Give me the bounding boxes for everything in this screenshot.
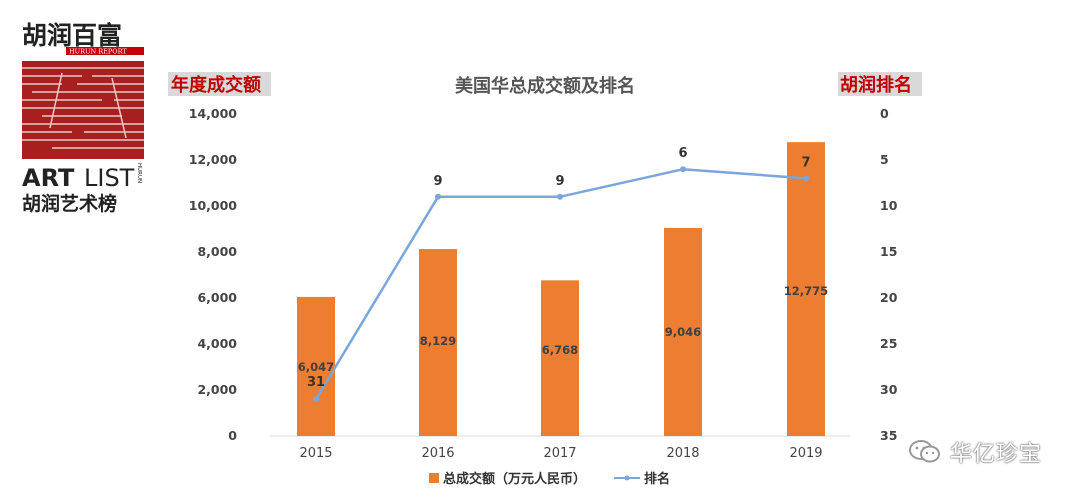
legend-bar-swatch	[429, 473, 439, 483]
chart-title: 美国华总成交额及排名	[455, 75, 635, 97]
right-tick-label: 25	[880, 336, 897, 351]
rank-point	[803, 175, 809, 182]
right-tick-label: 35	[880, 428, 897, 443]
right-tick-label: 0	[880, 106, 889, 121]
bar-value-label: 6,768	[542, 343, 578, 357]
left-axis-title-box: 年度成交额	[168, 72, 271, 96]
right-tick-label: 30	[880, 382, 898, 397]
legend-line-label: 排名	[644, 471, 670, 487]
rank-point	[435, 193, 441, 200]
x-tick-label: 2015	[299, 446, 332, 461]
watermark: 华亿珍宝	[908, 436, 1042, 468]
wechat-icon	[908, 440, 940, 463]
left-tick-label: 6,000	[197, 290, 237, 305]
left-tick-label: 14,000	[189, 106, 238, 121]
right-tick-label: 15	[880, 244, 897, 259]
legend-bar-label: 总成交额（万元人民币）	[443, 471, 586, 487]
rank-data-labels: 31 9 9 6 7	[307, 146, 811, 390]
x-tick-label: 2018	[666, 446, 699, 461]
left-tick-label: 0	[228, 428, 237, 443]
left-tick-label: 8,000	[197, 244, 237, 259]
left-tick-label: 10,000	[189, 198, 238, 213]
rank-point	[680, 166, 686, 173]
rank-line-series	[313, 166, 809, 403]
logo-cn-list: 胡润艺术榜	[22, 192, 117, 214]
bar	[787, 142, 825, 437]
logo-report-band	[66, 47, 144, 55]
rank-point	[557, 193, 563, 200]
logo-art-emblem	[22, 61, 144, 159]
legend: 总成交额（万元人民币） 排名	[429, 471, 670, 487]
bar-data-labels: 6,047 8,129 6,768 9,046 12,775	[298, 284, 828, 374]
rank-value-label: 9	[433, 174, 442, 189]
logo-cn-title: 胡润百富	[22, 21, 122, 50]
rank-value-label: 6	[678, 146, 687, 161]
bar	[297, 296, 335, 436]
bar	[664, 227, 702, 436]
rank-value-label: 9	[555, 174, 564, 189]
bar-series	[297, 142, 825, 437]
logo-list: LIST	[84, 164, 135, 192]
logo-art: ART	[22, 164, 75, 192]
bar-value-label: 9,046	[665, 325, 701, 339]
right-axis-title-box: 胡润排名	[838, 72, 922, 96]
x-tick-label: 2016	[421, 446, 454, 461]
right-axis-title: 胡润排名	[840, 74, 912, 96]
watermark-text: 华亿珍宝	[949, 442, 1042, 467]
bar-value-label: 8,129	[420, 334, 456, 348]
right-tick-label: 5	[880, 152, 889, 167]
right-tick-label: 20	[880, 290, 898, 305]
left-axis-ticks: 0 2,000 4,000 6,000 8,000 10,000 12,000 14,000	[189, 106, 238, 443]
logo-hurun-vertical: HURUN	[136, 163, 142, 183]
bar	[419, 249, 457, 436]
x-axis-ticks: 2015 2016 2017 2018 2019	[299, 446, 822, 461]
x-tick-label: 2019	[789, 446, 822, 461]
hurun-logo: 胡润百富 HURUN REPORT	[22, 18, 146, 215]
rank-point	[313, 396, 319, 403]
right-tick-label: 10	[880, 198, 898, 213]
left-tick-label: 4,000	[197, 336, 237, 351]
left-tick-label: 2,000	[197, 382, 237, 397]
left-tick-label: 12,000	[189, 152, 238, 167]
bar	[541, 280, 579, 436]
rank-value-label: 7	[801, 155, 810, 170]
legend-line-marker	[624, 475, 630, 481]
right-axis-ticks: 0 5 10 15 20 25 30 35	[880, 106, 898, 443]
left-axis-title: 年度成交额	[171, 74, 261, 96]
logo-en-report: HURUN REPORT	[69, 48, 127, 56]
bar-value-label: 6,047	[298, 360, 334, 374]
rank-value-label: 31	[307, 375, 325, 390]
x-tick-label: 2017	[543, 446, 576, 461]
bar-value-label: 12,775	[784, 284, 828, 298]
